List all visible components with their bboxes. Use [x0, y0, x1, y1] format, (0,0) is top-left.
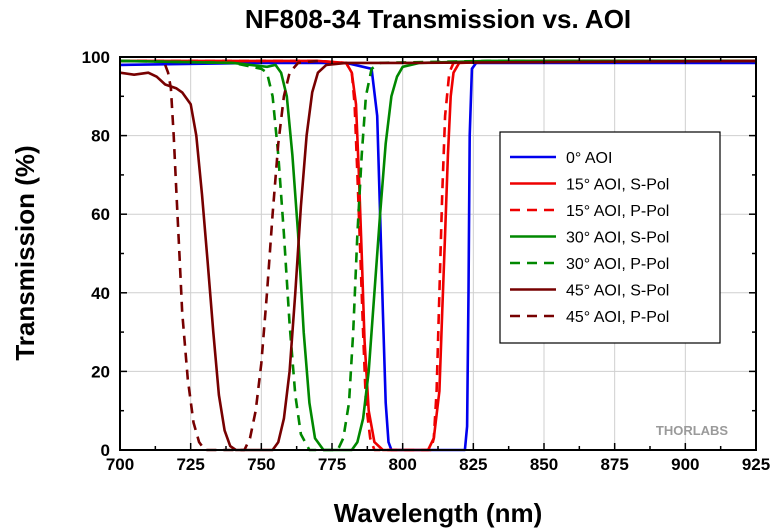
y-axis-title: Transmission (%): [10, 145, 40, 360]
x-tick-label: 775: [318, 455, 346, 474]
legend-label-0: 0° AOI: [566, 150, 612, 167]
axis-ticks: [119, 56, 757, 451]
x-axis-title: Wavelength (nm): [334, 498, 542, 528]
y-tick-label: 40: [91, 284, 110, 303]
y-tick-label: 0: [101, 441, 110, 460]
x-tick-label: 925: [742, 455, 770, 474]
legend: 0° AOI 15° AOI, S-Pol 15° AOI, P-Pol 30° AO…: [499, 131, 721, 344]
x-tick-label: 700: [106, 455, 134, 474]
y-tick-label: 80: [91, 127, 110, 146]
x-tick-label: 875: [600, 455, 628, 474]
y-tick-label: 60: [91, 205, 110, 224]
axis-tick-labels: 700 725 750 775 800 825 850 875 900 925 0 20 40 60 80 1…: [82, 48, 771, 474]
legend-label-4: 30° AOI, P-Pol: [566, 256, 669, 273]
watermark: THORLABS: [656, 423, 729, 438]
legend-label-6: 45° AOI, P-Pol: [566, 309, 669, 326]
legend-label-5: 45° AOI, S-Pol: [566, 283, 669, 300]
series-line-5: [119, 59, 757, 452]
y-tick-label: 20: [91, 362, 110, 381]
x-tick-label: 750: [247, 455, 275, 474]
x-tick-label: 825: [459, 455, 487, 474]
x-tick-label: 725: [176, 455, 204, 474]
x-tick-label: 850: [530, 455, 558, 474]
legend-label-2: 15° AOI, P-Pol: [566, 203, 669, 220]
y-tick-label: 100: [82, 48, 110, 67]
legend-label-1: 15° AOI, S-Pol: [566, 177, 669, 194]
x-tick-label: 900: [671, 455, 699, 474]
x-tick-label: 800: [388, 455, 416, 474]
chart-title: NF808-34 Transmission vs. AOI: [245, 4, 631, 34]
legend-label-3: 30° AOI, S-Pol: [566, 230, 669, 247]
